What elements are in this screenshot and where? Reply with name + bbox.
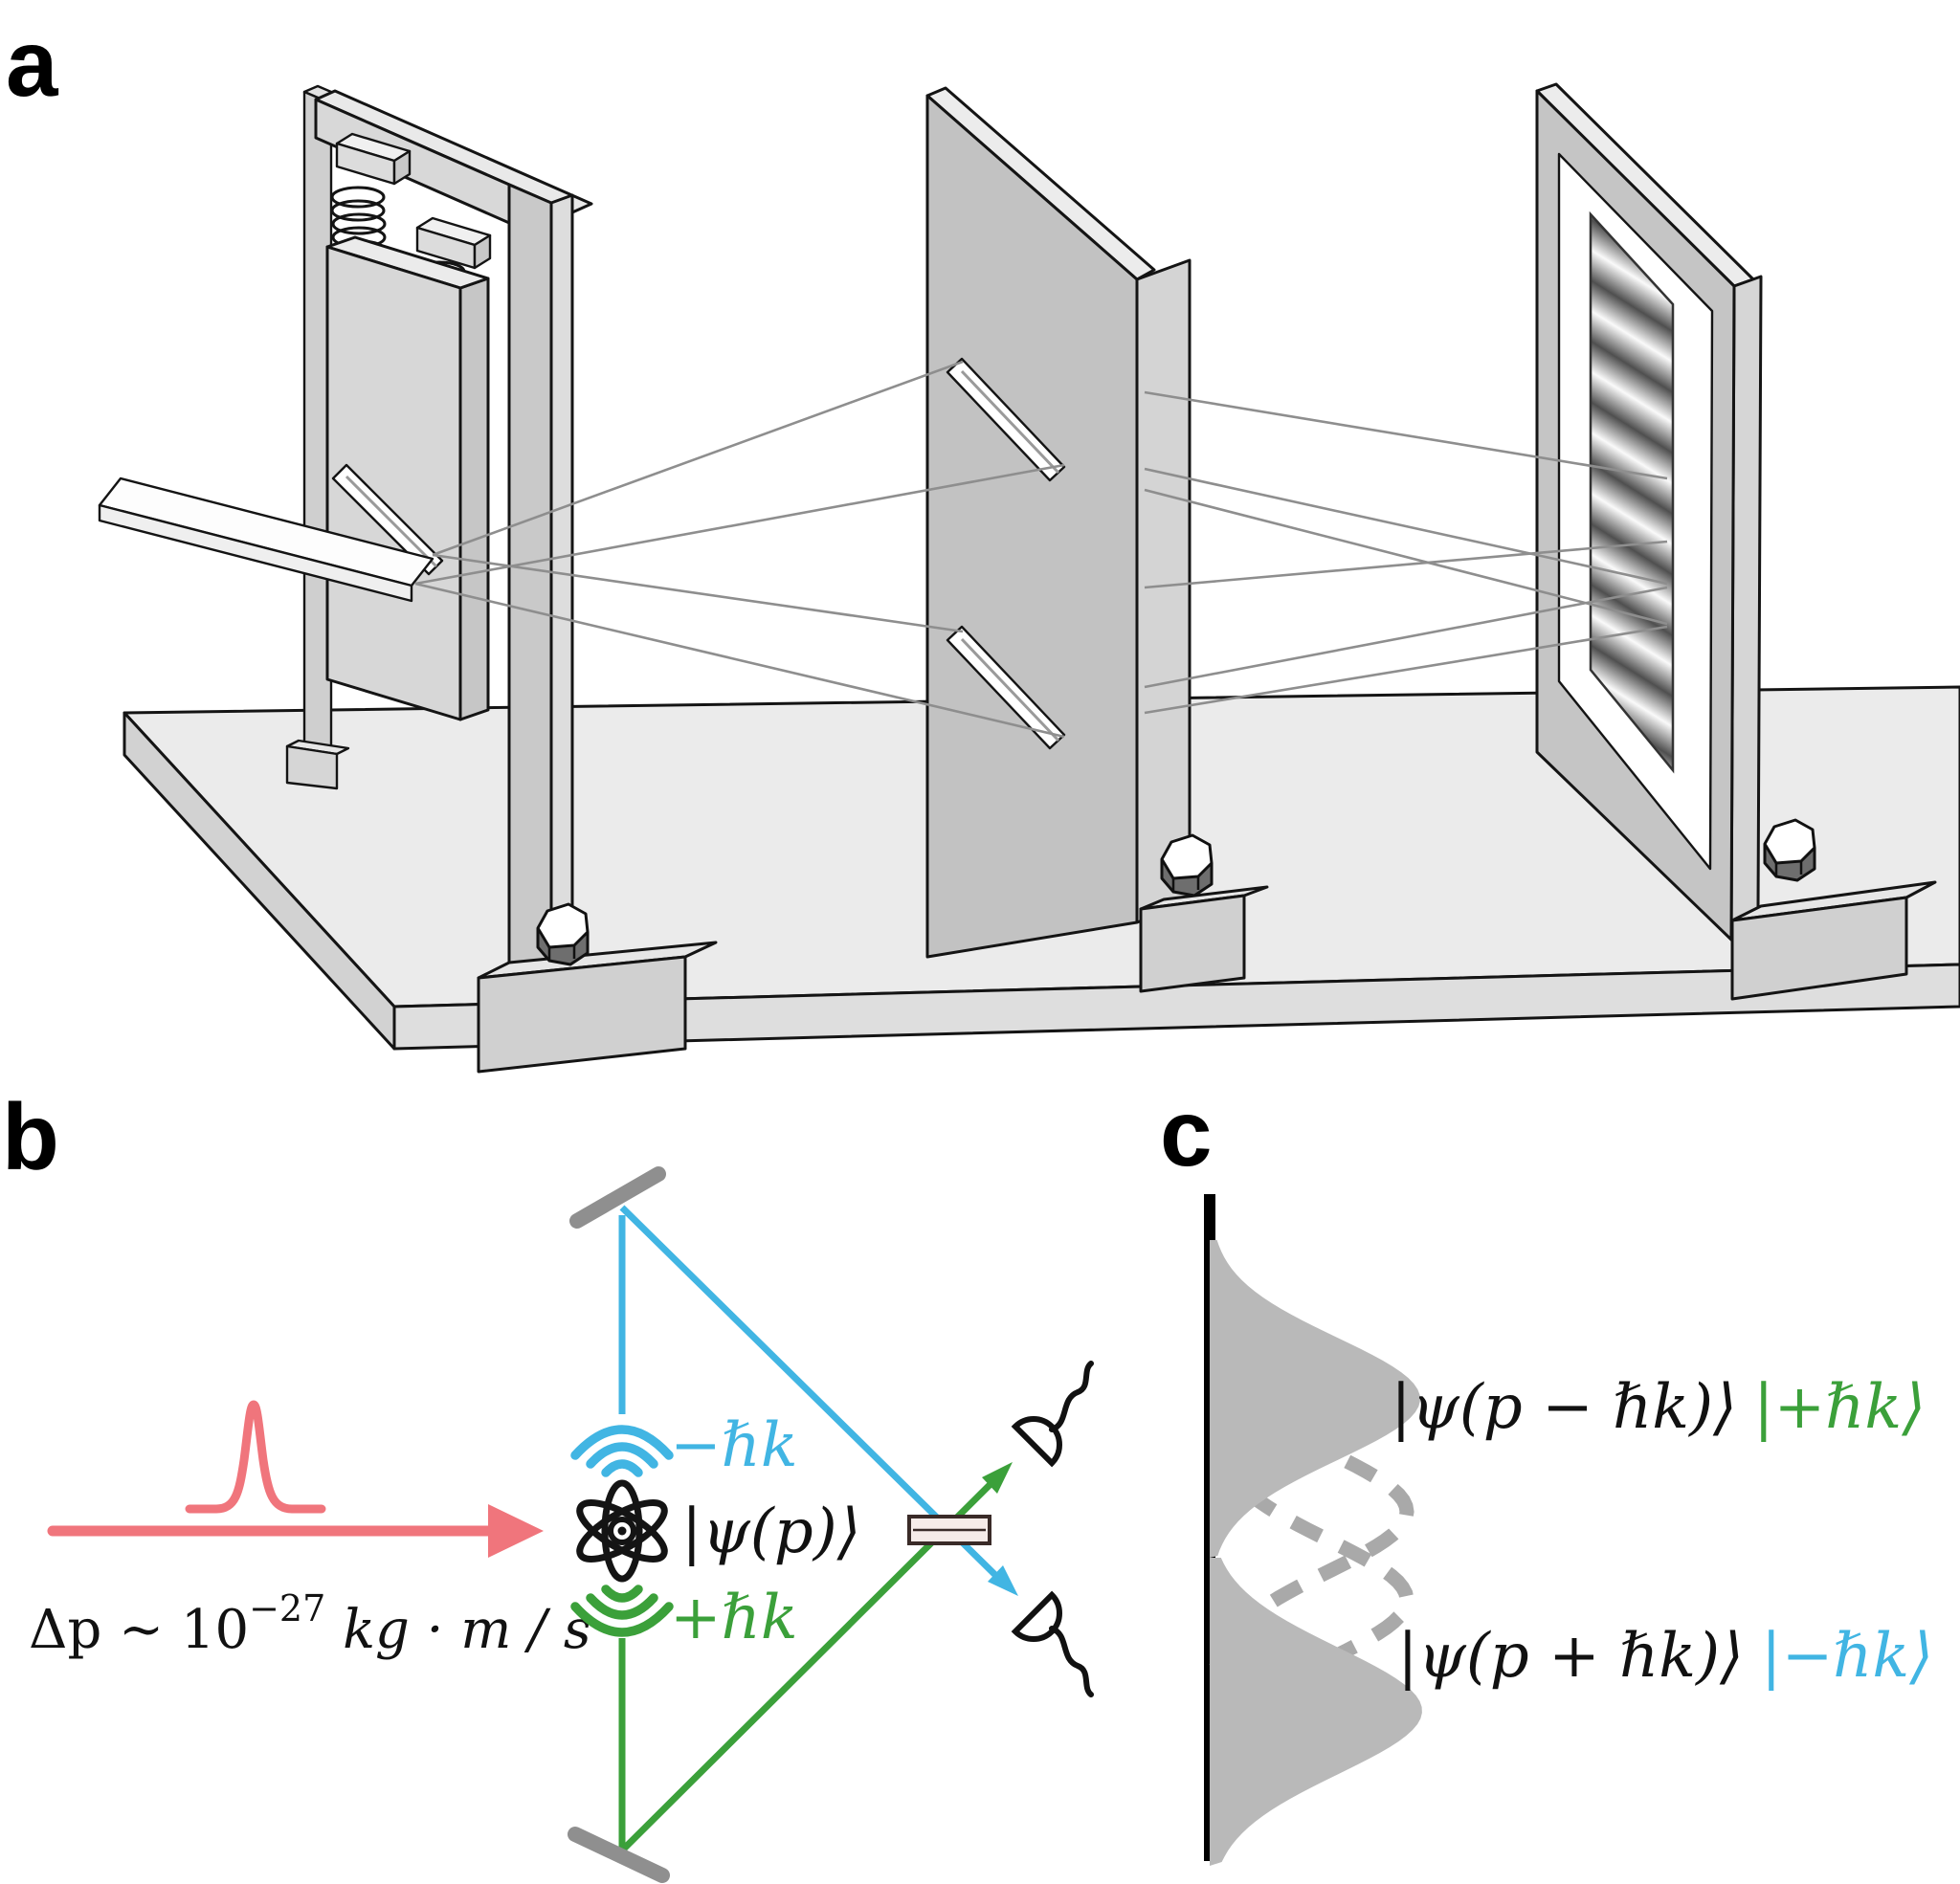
cyan-photon-branch (570, 1205, 998, 1578)
right-foot-block (1730, 896, 1908, 1001)
momentum-arrow-head (488, 1504, 544, 1558)
panel-b-scheme: b Δp ~ 10−27 kg · m / s −ℏk (2, 1084, 1094, 1883)
wifi-arcs-down-icon (570, 1425, 674, 1477)
hex-bolt-icon (536, 902, 590, 966)
double-slit-wall (925, 86, 1269, 993)
middle-foot-block (1139, 894, 1246, 993)
separated-packets-solid (1210, 1240, 1422, 1866)
panel-a-label: a (6, 11, 59, 116)
momentum-pulse-group (47, 1400, 500, 1537)
cyan-beam-diagonal (619, 1205, 998, 1578)
hanging-slit-plate (325, 235, 490, 721)
recoiling-slit-assembly (98, 84, 718, 1074)
spring-anchor-blocks (335, 132, 492, 270)
panel-c-label: c (1160, 1080, 1213, 1186)
matter-wave-beam-lines (414, 360, 1668, 739)
panel-c-wavepackets: c |ψ(p − ℏk)⟩ |+ℏk⟩ |ψ(p + ℏk)⟩ |−ℏk⟩ (1160, 1080, 1933, 1866)
frame-support-post (507, 183, 553, 980)
hex-bolt-icon (1160, 833, 1214, 898)
atom-orbitals-icon (576, 1479, 668, 1583)
lower-wave-packet (1210, 1558, 1422, 1866)
momentum-spread-formula: Δp ~ 10−27 kg · m / s (29, 1587, 591, 1661)
wave-packet-pulse (185, 1400, 326, 1514)
panel-b-label: b (2, 1084, 59, 1189)
lower-state-label: |ψ(p + ℏk)⟩ (1397, 1621, 1744, 1692)
green-arrow-head (982, 1462, 1013, 1494)
incoming-wave-sheet (98, 477, 434, 603)
photodetector-dome-icon (1011, 1590, 1094, 1697)
atom-state-label: |ψ(p)⟩ (681, 1496, 861, 1567)
green-photon-branch (570, 1482, 992, 1855)
beamsplitter-plate-icon (907, 1515, 991, 1545)
panel-a-apparatus: a (6, 11, 1960, 1074)
green-beam-diagonal (617, 1482, 992, 1855)
upper-state-label: |ψ(p − ℏk)⟩ (1391, 1372, 1737, 1443)
mirror-bar-icon (569, 1166, 666, 1229)
photon-up-label: −ℏk (670, 1410, 798, 1481)
detection-screen (1535, 82, 1937, 1001)
upper-wave-packet (1210, 1240, 1420, 1558)
interference-fringes (1589, 211, 1675, 774)
photodetector-dome-icon (1011, 1361, 1094, 1468)
wifi-arcs-up-icon (570, 1585, 674, 1637)
mirror-bar-icon (568, 1827, 670, 1883)
left-foot-block (477, 955, 687, 1074)
upper-state-ket: |+ℏk⟩ (1753, 1372, 1926, 1443)
cyan-arrow-head (988, 1565, 1018, 1596)
photon-down-label: +ℏk (670, 1583, 798, 1653)
hex-bolt-icon (1763, 818, 1816, 882)
lower-state-ket: |−ℏk⟩ (1761, 1621, 1933, 1692)
